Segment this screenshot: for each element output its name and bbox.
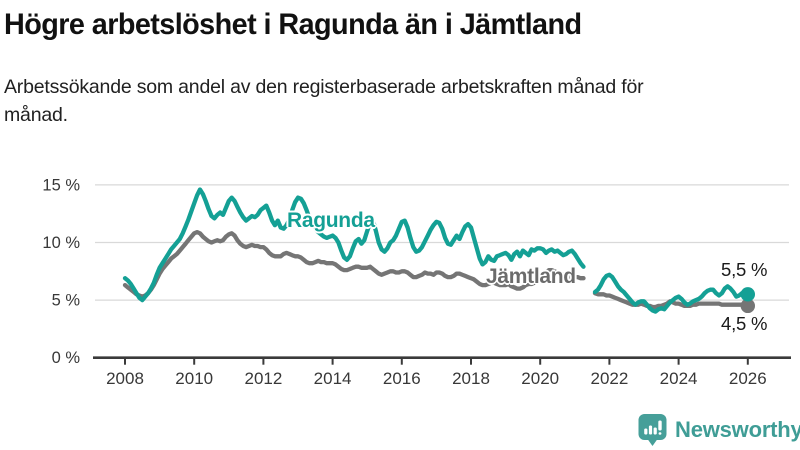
end-value-label-ragunda: 5,5 % xyxy=(721,259,768,280)
newsworthy-logo[interactable]: Newsworthy xyxy=(638,412,800,448)
series-line-ragunda xyxy=(122,187,750,314)
x-tick-label: 2008 xyxy=(106,369,144,388)
end-dot-ragunda xyxy=(740,287,755,302)
newsworthy-brand-text: Newsworthy xyxy=(675,417,800,442)
end-value-label-jamtland: 4,5 % xyxy=(721,313,768,334)
x-tick-label: 2018 xyxy=(452,369,490,388)
y-tick-label: 5 % xyxy=(52,292,81,310)
end-dot-jämtland xyxy=(740,298,755,314)
x-tick-label: 2012 xyxy=(244,369,282,388)
x-tick-label: 2010 xyxy=(175,369,213,388)
x-tick-label: 2016 xyxy=(383,369,421,388)
series-line-jämtland xyxy=(122,229,750,310)
series-label-jamtland: Jämtland xyxy=(486,265,576,288)
series-label-ragunda: Ragunda xyxy=(287,209,375,232)
chart-subtitle: Arbetssökande som andel av den registerb… xyxy=(4,76,644,126)
x-tick-label: 2020 xyxy=(521,369,559,388)
y-tick-label: 10 % xyxy=(42,234,80,252)
chart-title: Högre arbetslöshet i Ragunda än i Jämtla… xyxy=(4,8,582,41)
x-tick-label: 2022 xyxy=(590,369,628,388)
x-tick-label: 2014 xyxy=(314,369,352,388)
newsworthy-logo-icon xyxy=(638,414,667,446)
x-tick-label: 2026 xyxy=(729,369,767,388)
y-tick-label: 0 % xyxy=(52,349,81,367)
x-tick-label: 2024 xyxy=(660,369,698,388)
y-tick-label: 15 % xyxy=(42,176,80,194)
